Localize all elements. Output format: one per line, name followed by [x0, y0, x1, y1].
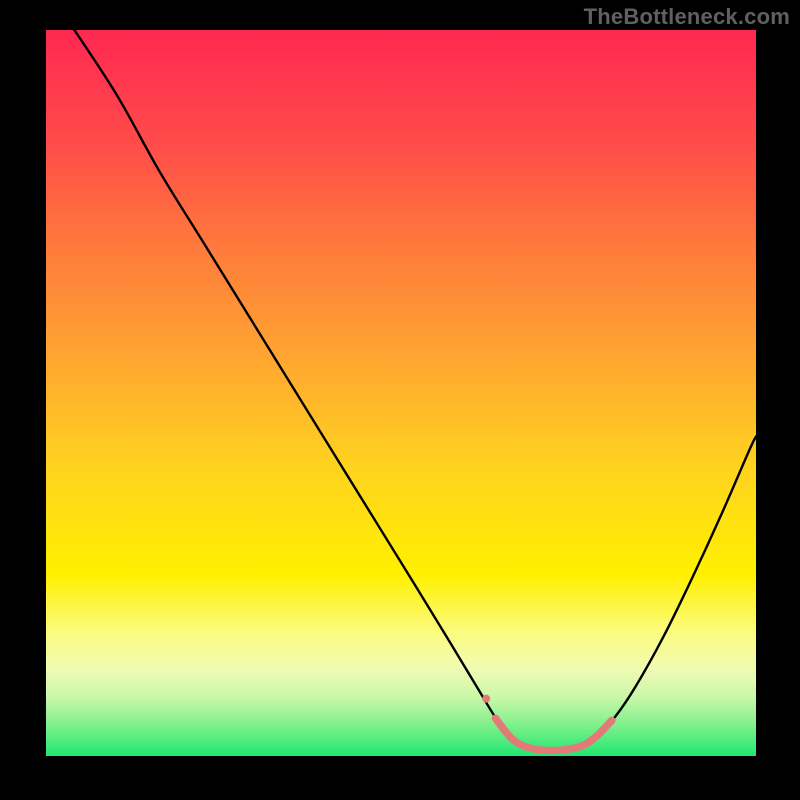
- highlight-dot: [482, 695, 490, 703]
- plot-area: [46, 30, 756, 756]
- watermark-label: TheBottleneck.com: [584, 4, 790, 30]
- gradient-background: [46, 30, 756, 756]
- chart-svg: [46, 30, 756, 756]
- chart-container: TheBottleneck.com: [0, 0, 800, 800]
